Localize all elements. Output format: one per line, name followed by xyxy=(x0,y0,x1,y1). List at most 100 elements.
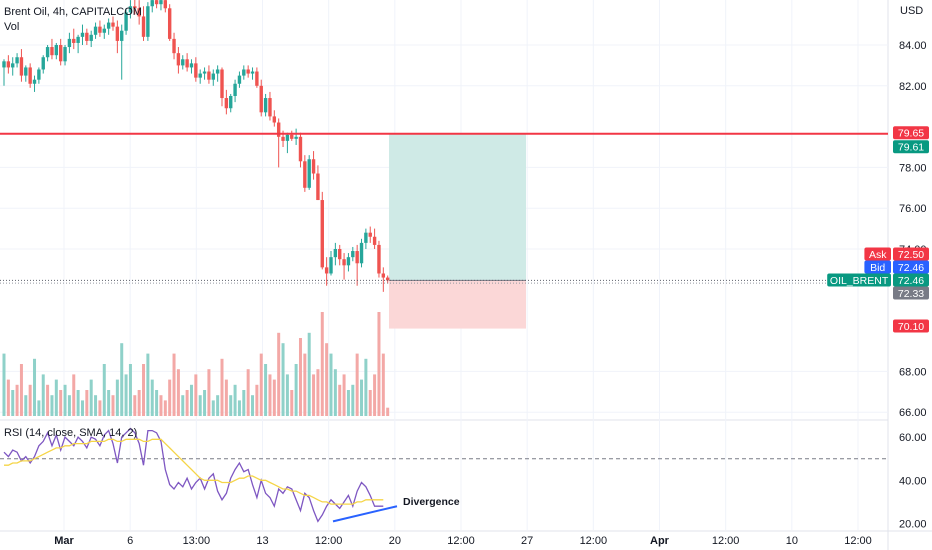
volume-bar xyxy=(163,400,167,416)
candle-body xyxy=(181,59,185,66)
volume-bar xyxy=(368,390,372,416)
volume-bar xyxy=(128,364,132,416)
candle-body xyxy=(24,67,28,76)
volume-bar xyxy=(155,390,159,416)
rsi-tick-label: 60.00 xyxy=(899,432,927,444)
rsi-ma-line xyxy=(4,438,384,505)
candle-body xyxy=(93,26,98,35)
candle-body xyxy=(128,6,133,13)
volume-bar xyxy=(181,395,185,416)
price-badge-value: 72.46 xyxy=(898,275,924,287)
candle-body xyxy=(207,71,211,80)
rsi-tick-label: 20.00 xyxy=(899,519,927,531)
candle-body xyxy=(320,200,324,268)
price-badge-tag-label: OIL_BRENT xyxy=(830,275,889,287)
rsi-line xyxy=(3,427,384,523)
divergence-line xyxy=(332,505,398,523)
candle-body xyxy=(63,47,67,62)
volume-bar xyxy=(185,390,189,416)
volume-bar xyxy=(54,379,58,416)
volume-bar xyxy=(303,353,307,416)
candle-body xyxy=(19,57,24,76)
candle-body xyxy=(15,57,19,64)
time-tick-label: Apr xyxy=(650,535,670,547)
candle-body xyxy=(303,161,307,188)
volume-bar xyxy=(63,384,67,416)
volume-bar xyxy=(325,343,329,416)
price-badge xyxy=(893,273,929,287)
price-badge-tag-label: Ask xyxy=(869,249,887,261)
candle-body xyxy=(294,136,298,139)
position-zones xyxy=(389,133,526,329)
volume-bar xyxy=(198,395,202,416)
price-badge-value: 72.50 xyxy=(898,249,924,261)
candle-body xyxy=(220,69,224,99)
candle-body xyxy=(329,257,333,274)
candle-body xyxy=(316,173,320,201)
volume-bar xyxy=(89,379,93,416)
volume-bar xyxy=(377,312,381,416)
candle-body xyxy=(172,38,176,54)
time-tick-label: 12:00 xyxy=(447,535,475,547)
price-badges: 79.65 79.61 72.50 Ask 72.46 Bid 72.46 OIL_BRENT… xyxy=(827,126,929,333)
candle-body xyxy=(237,75,242,84)
volume-bar xyxy=(346,390,350,416)
profit-zone xyxy=(389,133,526,281)
volume-bar xyxy=(6,379,10,416)
volume-bar xyxy=(24,395,28,416)
rsi-tick-label: 40.00 xyxy=(899,475,927,487)
candle-body xyxy=(133,6,137,9)
price-tick-label: 68.00 xyxy=(899,366,927,378)
candle-body xyxy=(28,67,32,84)
volume-bar xyxy=(98,400,102,416)
candle-body xyxy=(176,53,181,66)
volume-bar xyxy=(124,374,128,416)
candle-body xyxy=(298,136,303,162)
time-tick-label: Mar xyxy=(54,535,74,547)
price-badge xyxy=(893,286,929,300)
volume-bar xyxy=(59,390,63,416)
symbol-label: Brent Oil, 4h, CAPITALCOM xyxy=(4,6,142,18)
volume-bar xyxy=(41,374,45,416)
candle-body xyxy=(67,38,72,48)
price-badge xyxy=(893,247,929,261)
volume-bar xyxy=(28,384,32,416)
volume-bar xyxy=(285,374,289,416)
candle-body xyxy=(50,47,54,56)
price-badge xyxy=(893,319,929,333)
volume-bar xyxy=(242,390,246,416)
candle-body xyxy=(229,96,233,109)
candle-body xyxy=(115,26,120,41)
candle-body xyxy=(11,63,15,68)
volume-bar xyxy=(277,332,281,416)
volume-bar xyxy=(11,390,15,416)
candle-body xyxy=(276,122,281,137)
time-tick-label: 13:00 xyxy=(183,535,211,547)
candle-body xyxy=(45,47,50,58)
volume-bar xyxy=(120,343,124,416)
volume-bar xyxy=(150,379,154,416)
candle-body xyxy=(80,32,85,37)
volume-bar xyxy=(224,379,228,416)
candle-body xyxy=(85,32,89,41)
candle-body xyxy=(368,232,372,237)
volume-bar xyxy=(264,364,268,416)
candle-body xyxy=(167,8,172,39)
rsi-pane: Divergence xyxy=(0,427,888,523)
candle-body xyxy=(333,249,338,258)
volume-bar xyxy=(168,379,172,416)
candle-body xyxy=(111,22,115,27)
candle-body xyxy=(250,71,255,74)
volume-bar xyxy=(220,358,224,416)
volume-bar xyxy=(115,379,119,416)
candle-body xyxy=(338,249,342,260)
candle-body xyxy=(211,73,215,80)
volume-bar xyxy=(333,369,337,416)
volume-bar xyxy=(107,390,111,416)
candle-body xyxy=(37,69,41,80)
volume-bar xyxy=(80,400,84,416)
candle-body xyxy=(255,71,259,86)
volume-bar xyxy=(207,369,211,416)
